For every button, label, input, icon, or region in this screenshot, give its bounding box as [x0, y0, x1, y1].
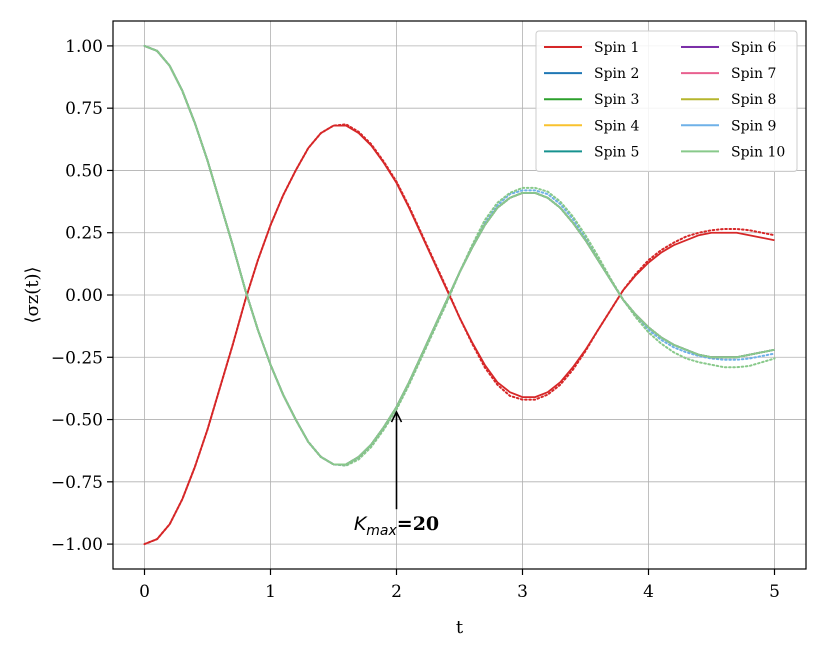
legend-label: Spin 4	[594, 118, 639, 134]
series-line	[144, 45, 775, 466]
legend-label: Spin 7	[731, 66, 776, 82]
legend-box	[535, 30, 798, 172]
annotation-value: =20	[397, 513, 439, 535]
y-tick-label: 1.00	[65, 37, 103, 57]
y-axis-label: ⟨σz(t)⟩	[22, 266, 43, 323]
x-tick-label: 3	[517, 582, 528, 602]
y-tick-label: 0.00	[65, 286, 103, 306]
annotation-symbol: K	[354, 513, 368, 535]
legend-label: Spin 8	[731, 92, 776, 108]
legend-label: Spin 5	[594, 144, 639, 160]
axis-ticks: 0 1 2 3 4 5 −1.00 −0.75 −0.50 −0.25 0.00 0.25 0.50 0.…	[51, 37, 780, 602]
annotation-arrowhead	[390, 410, 403, 423]
y-tick-label: −0.50	[51, 411, 103, 431]
dotted-series-line	[143, 123, 776, 546]
x-tick-label: 4	[643, 582, 654, 602]
legend-label: Spin 6	[731, 40, 776, 56]
series-lines	[143, 44, 776, 546]
x-tick-label: 1	[265, 582, 276, 602]
legend-label: Spin 2	[594, 66, 639, 82]
y-tick-label: 0.50	[65, 161, 103, 181]
legend-label: Spin 3	[594, 92, 639, 108]
legend-label: Spin 9	[731, 118, 776, 134]
x-axis-label: t	[456, 617, 464, 638]
legend: Spin 1 Spin 2 Spin 3 Spin 4 Spin 5 Spin 6 Spin…	[535, 30, 798, 172]
y-tick-label: −0.75	[51, 473, 103, 493]
annotation-subscript: max	[366, 523, 397, 539]
x-tick-label: 5	[769, 582, 780, 602]
legend-label: Spin 10	[731, 144, 785, 160]
annotation-label: Kmax=20	[354, 513, 439, 539]
series-line	[144, 124, 775, 545]
y-tick-label: 0.75	[65, 99, 103, 119]
legend-label: Spin 1	[594, 40, 639, 56]
y-tick-label: −1.00	[51, 535, 103, 555]
y-tick-label: 0.25	[65, 224, 103, 244]
y-tick-label: −0.25	[51, 348, 103, 368]
x-tick-label: 2	[391, 582, 402, 602]
annotation: Kmax=20	[354, 410, 439, 539]
x-tick-label: 0	[139, 582, 150, 602]
